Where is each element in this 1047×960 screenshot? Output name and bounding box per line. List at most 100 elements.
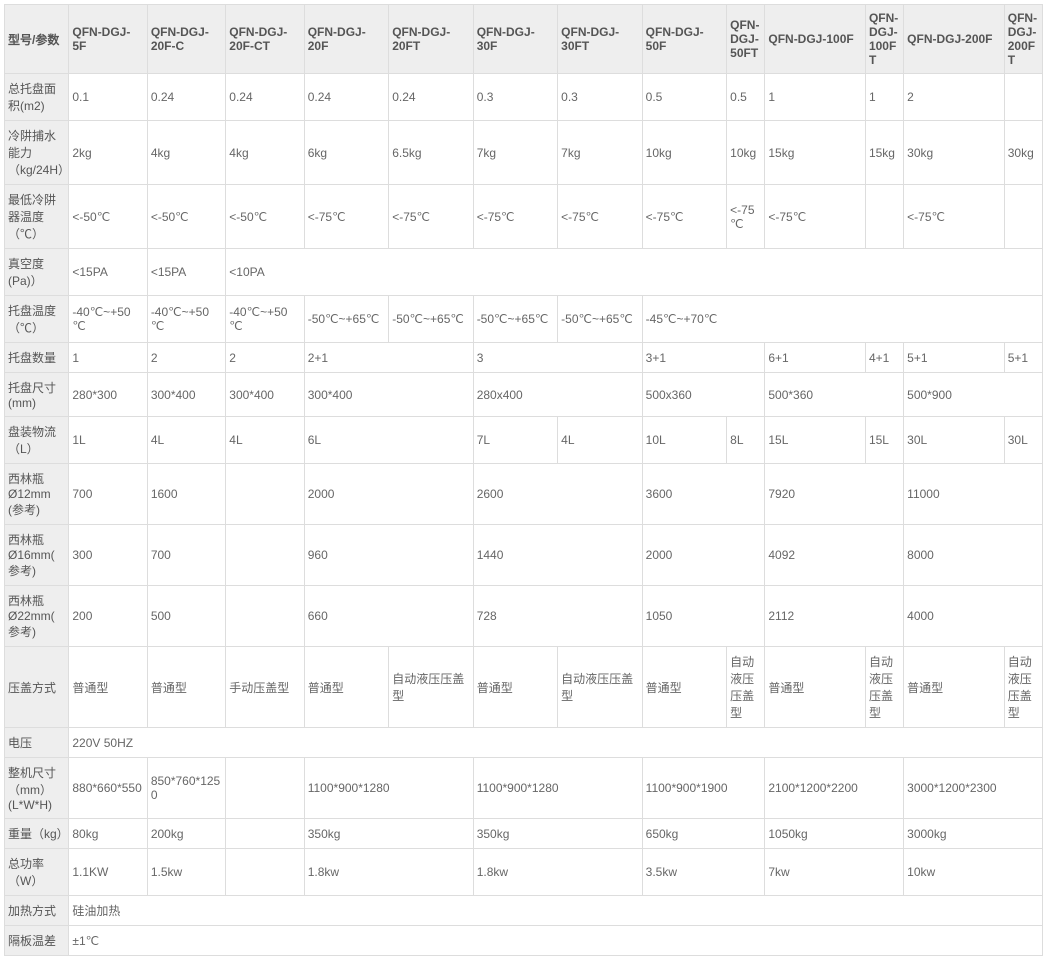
row-label: 盘装物流（L） (5, 417, 69, 464)
table-cell: 1.5kw (147, 849, 225, 896)
table-cell: 500x360 (642, 373, 765, 417)
table-cell: 4L (147, 417, 225, 464)
row-label: 整机尺寸（mm）(L*W*H) (5, 758, 69, 819)
table-cell: 1 (765, 74, 866, 121)
row-label: 重量（kg） (5, 819, 69, 849)
table-row: 隔板温差±1℃ (5, 926, 1043, 956)
table-row: 托盘温度（℃）-40℃~+50℃-40℃~+50℃-40℃~+50℃-50℃~+… (5, 296, 1043, 343)
row-label: 西林瓶Ø22mm(参考) (5, 586, 69, 647)
table-header-row: 型号/参数QFN-DGJ-5FQFN-DGJ-20F-CQFN-DGJ-20F-… (5, 5, 1043, 74)
table-cell: 500 (147, 586, 225, 647)
table-row: 西林瓶Ø16mm(参考)3007009601440200040928000 (5, 525, 1043, 586)
table-cell: 2 (147, 343, 225, 373)
table-cell (226, 758, 304, 819)
row-label: 压盖方式 (5, 647, 69, 728)
table-cell: <10PA (226, 249, 1043, 296)
table-cell: 1.8kw (304, 849, 473, 896)
table-cell: 80kg (69, 819, 147, 849)
table-cell: 1050 (642, 586, 765, 647)
table-cell: 10L (642, 417, 726, 464)
table-cell (226, 586, 304, 647)
table-cell: 220V 50HZ (69, 728, 1043, 758)
table-cell: 自动液压压盖型 (389, 647, 473, 728)
col-header-model: QFN-DGJ-20F-CT (226, 5, 304, 74)
row-label: 加热方式 (5, 896, 69, 926)
table-cell: 280x400 (473, 373, 642, 417)
table-cell: 2100*1200*2200 (765, 758, 904, 819)
table-cell: 4+1 (865, 343, 903, 373)
table-cell: 2+1 (304, 343, 473, 373)
table-cell: <-50℃ (69, 185, 147, 249)
row-label: 西林瓶Ø16mm(参考) (5, 525, 69, 586)
table-cell: 0.24 (304, 74, 388, 121)
table-cell: 普通型 (304, 647, 388, 728)
table-cell: 4L (226, 417, 304, 464)
col-header-model: QFN-DGJ-5F (69, 5, 147, 74)
table-body: 总托盘面积(m2)0.10.240.240.240.240.30.30.50.5… (5, 74, 1043, 956)
table-cell: 自动液压压盖型 (558, 647, 642, 728)
table-cell: <-50℃ (226, 185, 304, 249)
table-cell: 1100*900*1280 (304, 758, 473, 819)
table-cell: 0.3 (473, 74, 557, 121)
col-header-model: QFN-DGJ-20F (304, 5, 388, 74)
row-label: 真空度(Pa)） (5, 249, 69, 296)
table-cell (226, 819, 304, 849)
table-cell: 7kg (558, 121, 642, 185)
table-cell: 1L (69, 417, 147, 464)
table-cell: 7L (473, 417, 557, 464)
table-cell: 普通型 (69, 647, 147, 728)
table-cell: 4kg (226, 121, 304, 185)
table-cell: 硅油加热 (69, 896, 1043, 926)
table-cell: 5+1 (1004, 343, 1042, 373)
row-label: 隔板温差 (5, 926, 69, 956)
table-cell: 500*360 (765, 373, 904, 417)
table-cell: 200 (69, 586, 147, 647)
table-cell: 1100*900*1900 (642, 758, 765, 819)
table-cell: 1.1KW (69, 849, 147, 896)
table-cell: 15kg (765, 121, 866, 185)
table-cell: 0.24 (389, 74, 473, 121)
table-cell: 0.24 (147, 74, 225, 121)
table-cell: <-75℃ (558, 185, 642, 249)
table-cell: 30L (904, 417, 1005, 464)
table-cell: 普通型 (147, 647, 225, 728)
table-cell: <-75℃ (389, 185, 473, 249)
table-cell: 0.3 (558, 74, 642, 121)
table-cell: 4092 (765, 525, 904, 586)
table-cell: 30kg (904, 121, 1005, 185)
table-cell: -50℃~+65℃ (473, 296, 557, 343)
table-cell: <-50℃ (147, 185, 225, 249)
table-row: 总托盘面积(m2)0.10.240.240.240.240.30.30.50.5… (5, 74, 1043, 121)
table-cell: 2000 (642, 525, 765, 586)
table-cell: 300*400 (226, 373, 304, 417)
table-cell: 1.8kw (473, 849, 642, 896)
row-label: 总托盘面积(m2) (5, 74, 69, 121)
col-header-model: QFN-DGJ-30F (473, 5, 557, 74)
table-cell (226, 849, 304, 896)
table-cell: 30L (1004, 417, 1042, 464)
table-cell: <-75℃ (642, 185, 726, 249)
table-cell: 6+1 (765, 343, 866, 373)
table-row: 总功率（W）1.1KW1.5kw1.8kw1.8kw3.5kw7kw10kw (5, 849, 1043, 896)
table-cell: -40℃~+50℃ (147, 296, 225, 343)
table-cell: 15L (765, 417, 866, 464)
table-cell: 300*400 (147, 373, 225, 417)
row-label: 托盘尺寸(mm) (5, 373, 69, 417)
col-header-model: QFN-DGJ-20F-C (147, 5, 225, 74)
table-cell: <-75℃ (765, 185, 866, 249)
col-header-model: QFN-DGJ-50F (642, 5, 726, 74)
table-row: 西林瓶Ø22mm(参考)200500660728105021124000 (5, 586, 1043, 647)
table-cell: 普通型 (765, 647, 866, 728)
table-cell: 7920 (765, 464, 904, 525)
table-cell: 5+1 (904, 343, 1005, 373)
table-cell: 4L (558, 417, 642, 464)
table-cell: 728 (473, 586, 642, 647)
table-cell: -50℃~+65℃ (558, 296, 642, 343)
table-cell: 7kw (765, 849, 904, 896)
table-cell: 0.5 (642, 74, 726, 121)
table-cell: <-75℃ (727, 185, 765, 249)
table-cell: 280*300 (69, 373, 147, 417)
table-cell: 普通型 (473, 647, 557, 728)
table-cell: 2kg (69, 121, 147, 185)
table-cell: 15kg (865, 121, 903, 185)
